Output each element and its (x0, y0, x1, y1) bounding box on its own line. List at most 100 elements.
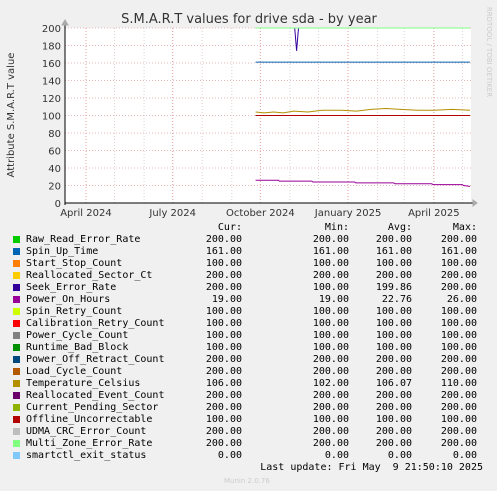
legend-row: Multi_Zone_Error_Rate 200.00 200.00 200.00 2… (0, 438, 497, 450)
legend-min-value: 100.00 (312, 306, 349, 317)
legend-name: Spin_Up_Time (26, 246, 99, 257)
legend-name: Start_Stop_Count (26, 258, 123, 269)
legend-cur-value: 200.00 (205, 390, 242, 401)
y-tick-label: 100 (42, 112, 61, 123)
x-tick-label: October 2024 (226, 208, 295, 219)
legend-name: Runtime_Bad_Block (26, 342, 129, 353)
legend-avg-value: 200.00 (375, 366, 412, 377)
legend-min-value: 100.00 (312, 318, 349, 329)
legend-cur-value: 200.00 (205, 426, 242, 437)
legend-name: smartctl_exit_status (26, 450, 147, 461)
legend-row: Raw_Read_Error_Rate 200.00 200.00 200.00 200… (0, 234, 497, 246)
legend-avg-value: 0.00 (387, 450, 412, 461)
legend-cur-value: 100.00 (205, 414, 242, 425)
legend-swatch (13, 296, 20, 303)
legend-avg-value: 100.00 (375, 342, 412, 353)
legend-name: Offline_Uncorrectable (26, 414, 153, 425)
legend-min-value: 19.00 (318, 294, 349, 305)
legend-row: Power_On_Hours 19.00 19.00 22.76 26.00 (0, 294, 497, 306)
legend-max-value: 100.00 (440, 342, 477, 353)
legend-cur-value: 0.00 (217, 450, 242, 461)
legend-avg-value: 200.00 (375, 234, 412, 245)
legend-cur-value: 100.00 (205, 330, 242, 341)
y-axis-label: Attribute S.M.A.R.T value (6, 53, 17, 178)
legend-avg-value: 200.00 (375, 390, 412, 401)
legend-row: Spin_Up_Time 161.00 161.00 161.00 161.00 (0, 246, 497, 258)
legend-min-value: 200.00 (312, 390, 349, 401)
legend-swatch (13, 272, 20, 279)
legend-cur-value: 100.00 (205, 318, 242, 329)
legend-swatch (13, 308, 20, 315)
legend-min-value: 200.00 (312, 426, 349, 437)
legend-row: Current_Pending_Sector 200.00 200.00 200.00… (0, 402, 497, 414)
legend-min-value: 200.00 (312, 234, 349, 245)
legend-swatch (13, 284, 20, 291)
legend-row: Temperature_Celsius 106.00 102.00 106.07 110… (0, 378, 497, 390)
legend-avg-value: 22.76 (381, 294, 412, 305)
axes (61, 19, 478, 207)
legend-swatch (13, 260, 20, 267)
legend-name: Load_Cycle_Count (26, 366, 123, 377)
legend-row: smartctl_exit_status 0.00 0.00 0.00 0.00 (0, 450, 497, 462)
legend-avg-value: 100.00 (375, 318, 412, 329)
legend-swatch (13, 248, 20, 255)
legend-swatch (13, 392, 20, 399)
legend-name: Power_Cycle_Count (26, 330, 129, 341)
legend-max-value: 100.00 (440, 318, 477, 329)
legend-max-value: 200.00 (440, 366, 477, 377)
chart-title: S.M.A.R.T values for drive sda - by year (121, 12, 377, 27)
legend-swatch (13, 428, 20, 435)
y-tick-label: 20 (48, 182, 61, 193)
legend-name: Reallocated_Event_Count (26, 390, 165, 401)
legend-min-value: 200.00 (312, 366, 349, 377)
legend-min-value: 102.00 (312, 378, 349, 389)
legend-name: Power_Off_Retract_Count (26, 354, 165, 365)
legend-max-value: 110.00 (440, 378, 477, 389)
legend-min-value: 0.00 (324, 450, 349, 461)
legend-name: Current_Pending_Sector (26, 402, 159, 413)
legend-name: Seek_Error_Rate (26, 282, 117, 293)
legend-avg-value: 199.86 (375, 282, 412, 293)
legend-cur-value: 200.00 (205, 402, 242, 413)
legend-max-value: 0.00 (452, 450, 477, 461)
legend-max-value: 161.00 (440, 246, 477, 257)
y-tick-label: 60 (48, 147, 61, 158)
legend-avg-value: 200.00 (375, 270, 412, 281)
legend-cur-value: 200.00 (205, 438, 242, 449)
legend-swatch (13, 380, 20, 387)
legend-row: Seek_Error_Rate 200.00 100.00 199.86 200.00 (0, 282, 497, 294)
legend-max-value: 100.00 (440, 330, 477, 341)
y-tick-label: 80 (48, 129, 61, 140)
legend-swatch (13, 236, 20, 243)
legend-min-value: 200.00 (312, 438, 349, 449)
legend-swatch (13, 404, 20, 411)
legend-max-value: 100.00 (440, 306, 477, 317)
y-tick-label: 200 (42, 24, 61, 35)
legend-cur-value: 19.00 (211, 294, 242, 305)
last-update: Last update: Fri May 9 21:50:10 2025 (260, 462, 483, 473)
y-tick-label: 40 (48, 164, 61, 175)
legend-cur-value: 200.00 (205, 234, 242, 245)
y-tick-label: 160 (42, 59, 61, 70)
legend-name: UDMA_CRC_Error_Count (26, 426, 147, 437)
y-tick-label: 120 (42, 94, 61, 105)
legend-name: Calibration_Retry_Count (26, 318, 165, 329)
legend-row: Offline_Uncorrectable 100.00 100.00 100.00 1… (0, 414, 497, 426)
legend-max-value: 200.00 (440, 270, 477, 281)
legend-max-value: 200.00 (440, 426, 477, 437)
legend-swatch (13, 416, 20, 423)
legend-name: Temperature_Celsius (26, 378, 141, 389)
legend-row: Power_Off_Retract_Count 200.00 200.00 200.0… (0, 354, 497, 366)
legend-header-avg: Avg: (387, 222, 412, 233)
legend-max-value: 26.00 (446, 294, 477, 305)
legend-swatch (13, 356, 20, 363)
legend-avg-value: 200.00 (375, 354, 412, 365)
legend-row: Spin_Retry_Count 100.00 100.00 100.00 100.00 (0, 306, 497, 318)
rrdtool-label: RRDTOOL / TOBI OETIKER (485, 7, 493, 97)
legend-avg-value: 100.00 (375, 258, 412, 269)
legend-cur-value: 200.00 (205, 270, 242, 281)
legend-avg-value: 106.07 (375, 378, 412, 389)
legend-swatch (13, 452, 20, 459)
legend-header-cur: Cur: (217, 222, 242, 233)
